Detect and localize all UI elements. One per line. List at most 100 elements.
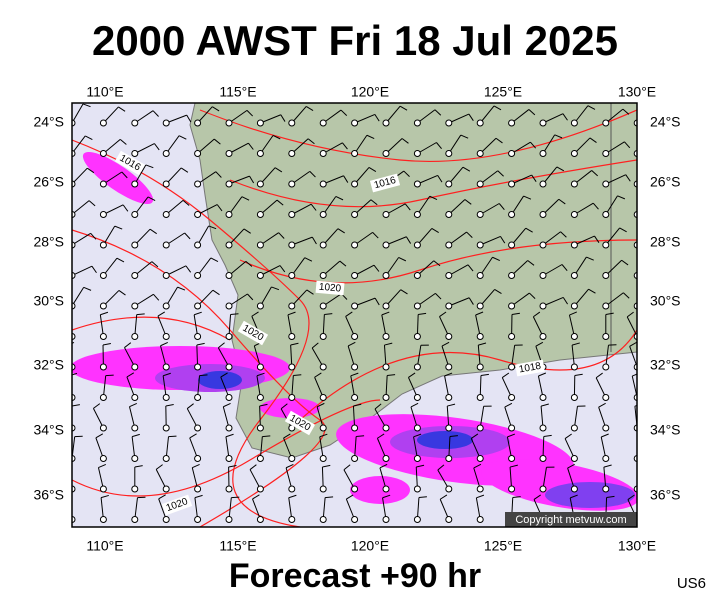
isobar-label-box [369, 173, 401, 193]
station [131, 119, 139, 127]
barb-flag [560, 231, 567, 238]
barb-staff [603, 467, 607, 490]
barb-staff [165, 135, 180, 154]
barb-staff [444, 375, 450, 398]
station [570, 211, 578, 218]
barb-staff [605, 174, 626, 185]
station [162, 455, 170, 462]
barb-flag [259, 403, 268, 407]
barb-flag [228, 465, 237, 468]
barb-flag [213, 138, 221, 145]
barb-flag [311, 342, 319, 349]
station [162, 394, 170, 401]
lat-label: 34°S [650, 422, 681, 438]
station [225, 272, 233, 279]
barb-flag [154, 143, 160, 151]
station [256, 394, 264, 401]
barb-flag [316, 402, 325, 408]
barb-flag [102, 343, 111, 346]
isobar-label-box [515, 359, 545, 377]
barb-staff [511, 292, 530, 307]
barb-flag [413, 433, 422, 438]
barb-staff [573, 256, 587, 276]
barb-flag [307, 138, 315, 145]
station [351, 333, 359, 340]
barb-flag [145, 164, 154, 169]
barb-flag [562, 113, 568, 121]
barb-flag [276, 199, 284, 206]
barb-flag [561, 264, 568, 271]
station [225, 241, 233, 249]
station [131, 150, 139, 157]
barb-staff [228, 109, 248, 124]
barb-staff [291, 236, 313, 246]
barb-flag [155, 464, 163, 470]
station [194, 272, 202, 279]
barb-flag [543, 434, 552, 438]
barb-staff [416, 345, 422, 368]
barb-flag [309, 171, 316, 178]
station [476, 241, 484, 249]
barb-staff [568, 314, 575, 337]
barb-flag [382, 494, 391, 499]
isobar-label-box [161, 494, 193, 516]
station [476, 211, 484, 218]
station [288, 119, 296, 127]
station [256, 455, 264, 462]
station [382, 516, 390, 523]
lat-label: 36°S [33, 487, 64, 503]
barb-flag [122, 204, 129, 212]
barb-staff [629, 346, 637, 368]
barb-flag [151, 261, 159, 268]
barb-flag [449, 435, 458, 438]
barb-staff [103, 106, 119, 124]
station [413, 394, 421, 401]
station [570, 363, 578, 371]
barb-staff [511, 195, 525, 215]
barb-flag [356, 435, 365, 438]
isobar-label: 1020 [315, 280, 345, 296]
barb-staff [574, 105, 589, 124]
barb-staff [322, 497, 326, 520]
barb-flag [569, 311, 578, 316]
station [602, 272, 610, 279]
barb-flag [134, 465, 143, 468]
station [131, 516, 139, 523]
barb-flag [656, 264, 661, 270]
barb-flag [165, 404, 174, 407]
map-area: Copyright metvuw.com [62, 103, 661, 527]
barb-flag [435, 293, 442, 300]
barb-staff [228, 142, 249, 154]
station [319, 363, 327, 371]
barb-flag [470, 433, 479, 439]
barb-flag [339, 260, 347, 267]
lat-label: 26°S [650, 174, 681, 190]
station [162, 180, 170, 188]
station [256, 272, 264, 279]
barb-staff [537, 375, 544, 398]
station [351, 455, 359, 462]
station [382, 394, 390, 401]
barb-flag [322, 464, 331, 468]
barb-staff [97, 467, 104, 490]
barb-staff [501, 377, 513, 398]
station [256, 302, 264, 310]
station [162, 363, 170, 371]
station [162, 119, 170, 127]
lat-label: 24°S [33, 114, 64, 130]
barb-flag [95, 433, 104, 439]
forecast-label: Forecast +90 hr [229, 557, 481, 595]
barb-flag [337, 228, 345, 234]
barb-flag [632, 373, 637, 377]
barb-flag [62, 465, 68, 470]
barb-staff [197, 289, 214, 307]
station [602, 424, 610, 432]
station [476, 455, 484, 462]
barb-flag [251, 311, 259, 317]
barb-flag [416, 464, 425, 468]
station [382, 424, 390, 432]
barb-staff [259, 135, 274, 154]
station [99, 150, 107, 157]
barb-flag [184, 232, 191, 240]
barb-flag [124, 342, 132, 348]
